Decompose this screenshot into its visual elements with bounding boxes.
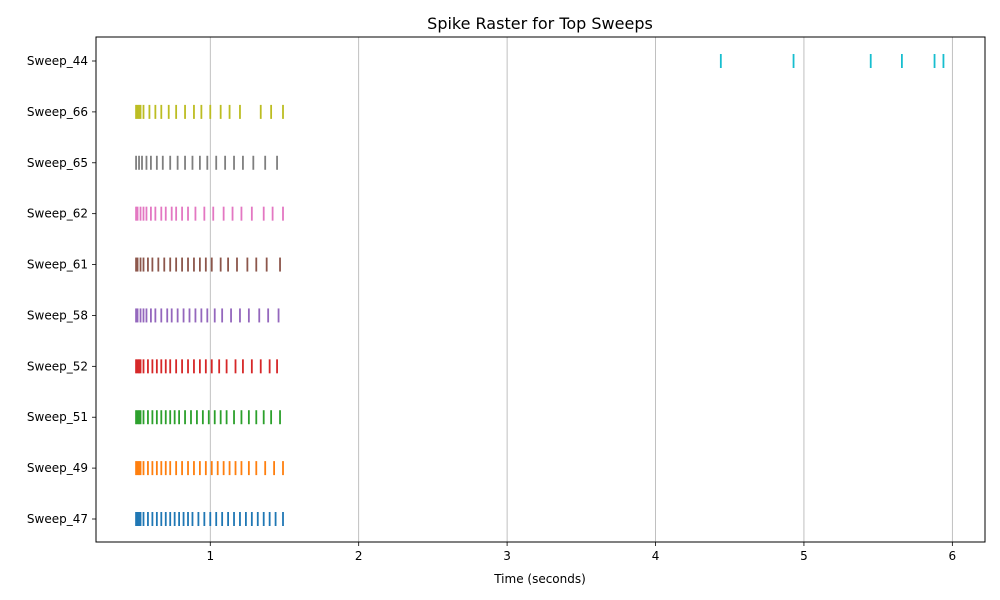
x-tick-label: 5	[800, 549, 808, 563]
spike-row	[135, 410, 281, 425]
y-tick-label: Sweep_65	[27, 156, 88, 170]
spike-row	[135, 308, 280, 323]
y-tick-label: Sweep_66	[27, 105, 88, 119]
x-tick-label: 2	[355, 549, 363, 563]
grid-lines	[209, 37, 953, 542]
y-tick-label: Sweep_49	[27, 461, 88, 475]
x-tick-label: 1	[206, 549, 214, 563]
y-tick-label: Sweep_44	[27, 54, 88, 68]
spike-row	[135, 206, 284, 221]
y-tick-label: Sweep_61	[27, 258, 88, 272]
spike-row	[135, 155, 278, 170]
spike-marks	[135, 54, 945, 526]
x-axis-label: Time (seconds)	[493, 572, 586, 586]
chart-title: Spike Raster for Top Sweeps	[427, 14, 653, 33]
y-axis-ticks: Sweep_47 Sweep_49 Sweep_51 Sweep_52 Sweep_58…	[27, 54, 96, 526]
spike-row	[135, 359, 278, 374]
x-axis-ticks: 1 2 3 4 5 6	[206, 542, 956, 563]
y-tick-label: Sweep_47	[27, 512, 88, 526]
spike-row	[135, 512, 284, 526]
x-tick-label: 6	[949, 549, 957, 563]
x-tick-label: 3	[503, 549, 511, 563]
x-tick-label: 4	[652, 549, 660, 563]
y-tick-label: Sweep_52	[27, 359, 88, 373]
y-tick-label: Sweep_62	[27, 207, 88, 221]
plot-frame	[95, 36, 986, 543]
spike-row	[135, 461, 284, 476]
spike-row	[135, 104, 284, 119]
spike-row	[135, 257, 281, 272]
y-tick-label: Sweep_51	[27, 410, 88, 424]
y-tick-label: Sweep_58	[27, 308, 88, 322]
spike-row	[719, 54, 945, 68]
